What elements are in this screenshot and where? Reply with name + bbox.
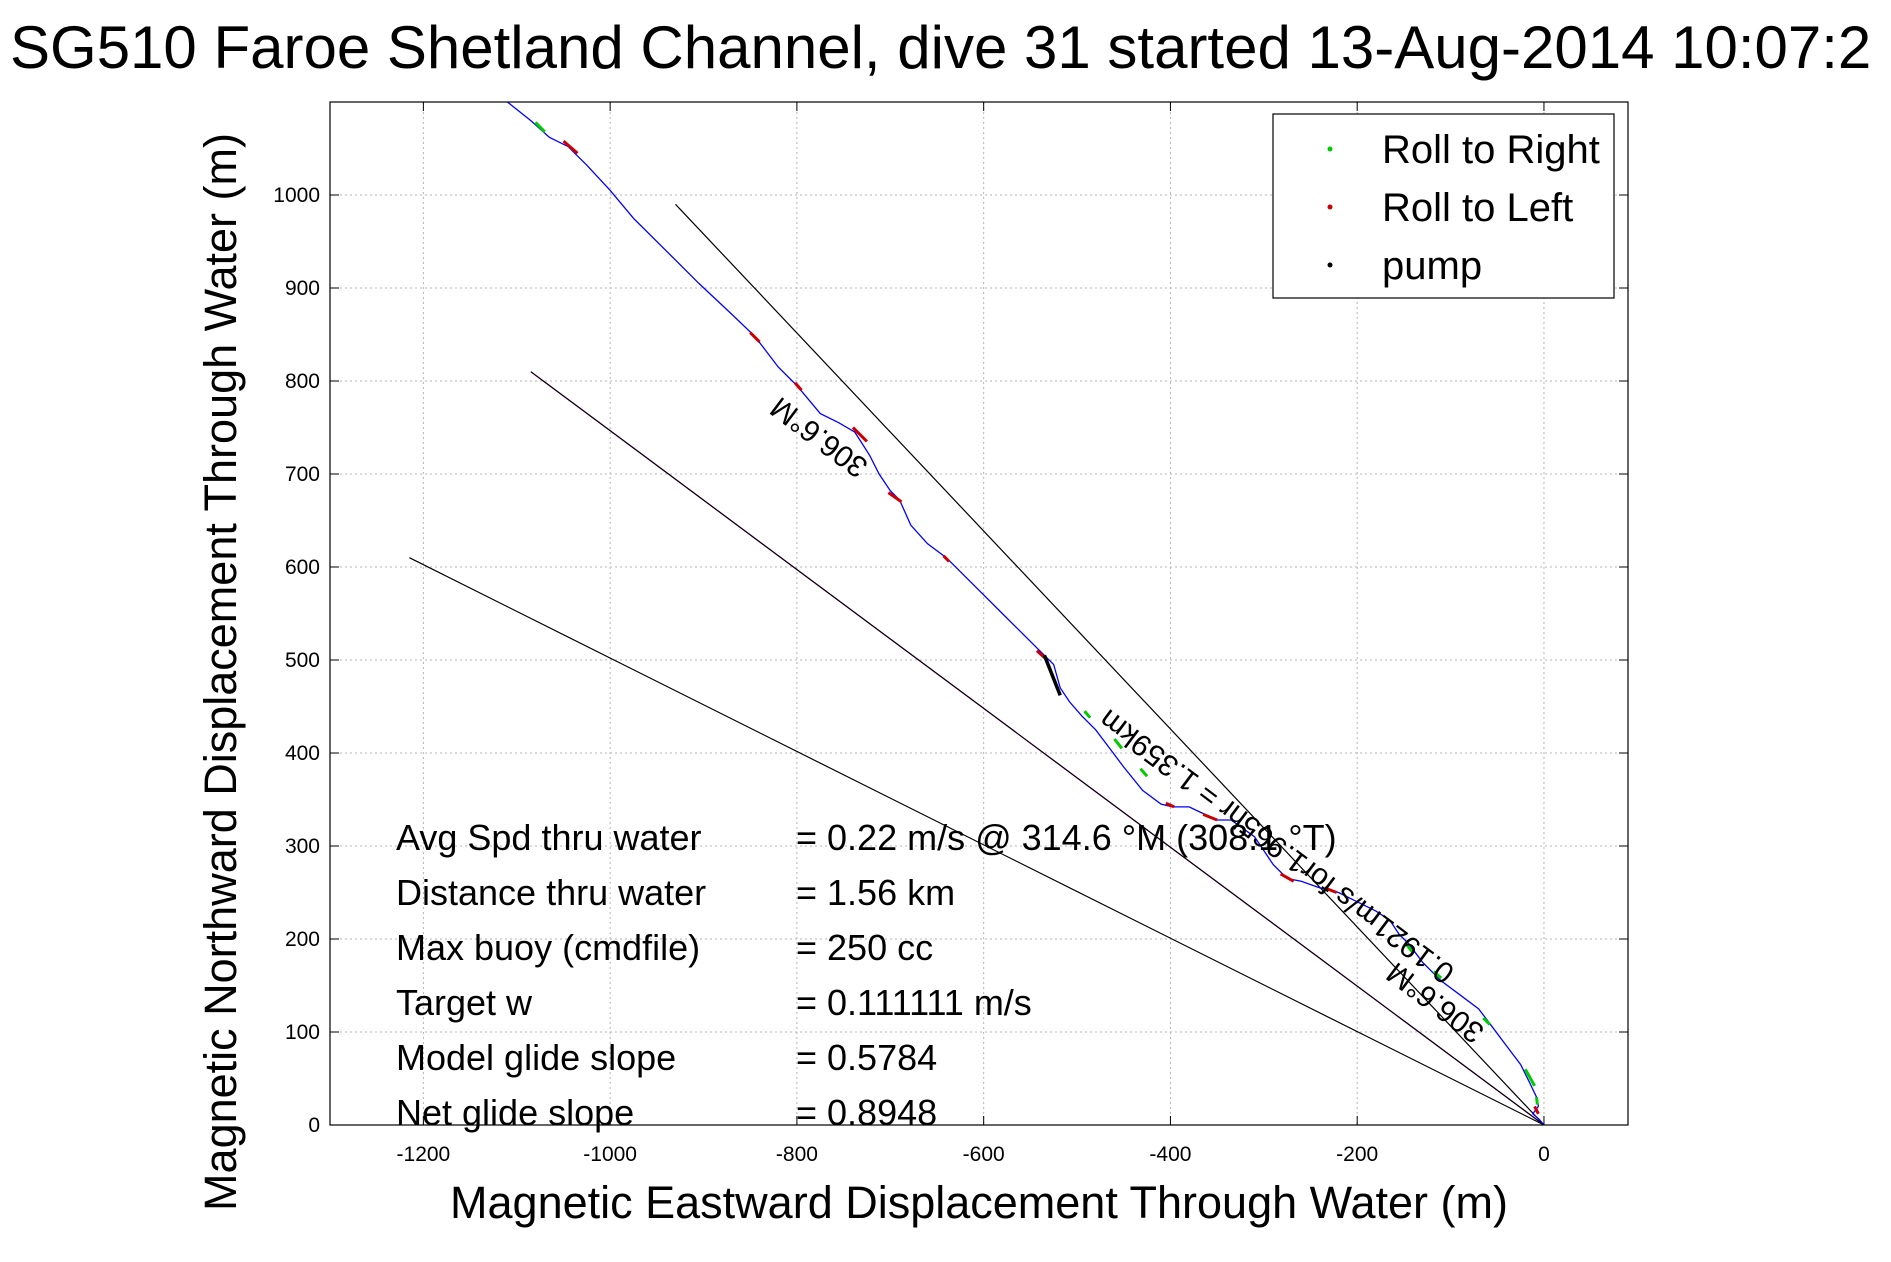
legend-marker bbox=[1327, 204, 1333, 210]
y-tick-label: 200 bbox=[285, 928, 320, 951]
reference-line bbox=[409, 557, 1545, 1126]
roll-right-segment bbox=[1113, 738, 1124, 750]
x-tick-label: -200 bbox=[1336, 1143, 1378, 1166]
y-tick-label: 900 bbox=[285, 277, 320, 300]
x-axis-ticks: -1200 -1000 -800 -600 -400 -200 0 bbox=[397, 102, 1550, 1166]
annotation-label: Avg Spd thru water bbox=[396, 817, 702, 858]
legend: Roll to Right Roll to Left pump bbox=[1272, 113, 1615, 299]
roll-right-segment bbox=[1523, 1068, 1536, 1087]
plot-frame bbox=[329, 101, 1629, 1126]
y-tick-label: 800 bbox=[285, 370, 320, 393]
annotation-label: Target w bbox=[396, 982, 533, 1023]
y-axis-title: Magnetic Northward Displacement Through … bbox=[195, 133, 246, 1211]
annotation-label: Max buoy (cmdfile) bbox=[396, 927, 700, 968]
roll-right-segment bbox=[1139, 767, 1149, 778]
roll-left-segment bbox=[942, 554, 951, 563]
y-tick-label: 600 bbox=[285, 556, 320, 579]
x-tick-label: -400 bbox=[1149, 1143, 1191, 1166]
annotation-value: = 0.22 m/s @ 314.6 °M (308.1 °T) bbox=[796, 817, 1337, 858]
roll-left-segment bbox=[1323, 886, 1338, 894]
x-tick-label: -1200 bbox=[397, 1143, 451, 1166]
roll-right-segment bbox=[1432, 970, 1443, 980]
pump-segment bbox=[1042, 654, 1062, 696]
roll-left-segment bbox=[887, 491, 903, 504]
x-tick-label: -1000 bbox=[583, 1143, 637, 1166]
legend-label: Roll to Right bbox=[1382, 128, 1600, 172]
roll-left-segment bbox=[1279, 872, 1295, 883]
roll-left-segment bbox=[562, 139, 579, 155]
annotation-value: = 0.5784 bbox=[796, 1037, 937, 1078]
roll-left-segment bbox=[749, 331, 761, 343]
x-tick-label: -800 bbox=[776, 1143, 818, 1166]
x-tick-label: -600 bbox=[963, 1143, 1005, 1166]
roll-left-segment bbox=[793, 381, 803, 392]
track-layer bbox=[506, 101, 1545, 1126]
legend-label: pump bbox=[1382, 244, 1482, 288]
legend-marker bbox=[1327, 262, 1333, 268]
roll-right-segment bbox=[1482, 1016, 1491, 1026]
y-tick-label: 400 bbox=[285, 742, 320, 765]
legend-marker bbox=[1327, 146, 1333, 152]
y-tick-label: 100 bbox=[285, 1021, 320, 1044]
roll-left-segment bbox=[1533, 1105, 1540, 1115]
chart-title: SG510 Faroe Shetland Channel, dive 31 st… bbox=[10, 14, 1871, 81]
annotation-value: = 1.56 km bbox=[796, 872, 955, 913]
x-tick-label: 0 bbox=[1538, 1143, 1550, 1166]
reference-line bbox=[675, 203, 1545, 1126]
glider-track-line bbox=[506, 101, 1545, 1126]
annotation-value: = 0.111111 m/s bbox=[796, 982, 1032, 1023]
summary-annotations: Avg Spd thru water = 0.22 m/s @ 314.6 °M … bbox=[396, 817, 1337, 1133]
y-tick-label: 0 bbox=[308, 1114, 320, 1137]
annotation-label: Distance thru water bbox=[396, 872, 706, 913]
annotation-value: = 0.8948 bbox=[796, 1092, 937, 1133]
roll-left-segment bbox=[1202, 813, 1218, 822]
roll-right-segment bbox=[1535, 1096, 1539, 1105]
x-axis-title: Magnetic Eastward Displacement Through W… bbox=[450, 1177, 1508, 1228]
y-axis-ticks: 0 100 200 300 400 500 600 700 800 900 1000 bbox=[273, 184, 1628, 1137]
y-tick-label: 700 bbox=[285, 463, 320, 486]
y-tick-label: 300 bbox=[285, 835, 320, 858]
roll-left-segment bbox=[1165, 801, 1175, 809]
y-tick-label: 500 bbox=[285, 649, 320, 672]
legend-label: Roll to Left bbox=[1382, 186, 1573, 230]
annotation-value: = 250 cc bbox=[796, 927, 933, 968]
annotation-label: Net glide slope bbox=[396, 1092, 634, 1133]
reference-line bbox=[530, 371, 1545, 1126]
roll-left-segment bbox=[851, 426, 868, 443]
reference-lines bbox=[409, 203, 1545, 1126]
roll-right-segment bbox=[1404, 942, 1415, 954]
annotation-label: Model glide slope bbox=[396, 1037, 676, 1078]
y-tick-label: 1000 bbox=[273, 184, 320, 207]
grid bbox=[330, 102, 1628, 1126]
roll-right-segment bbox=[534, 121, 546, 133]
roll-right-segment bbox=[1083, 710, 1092, 719]
